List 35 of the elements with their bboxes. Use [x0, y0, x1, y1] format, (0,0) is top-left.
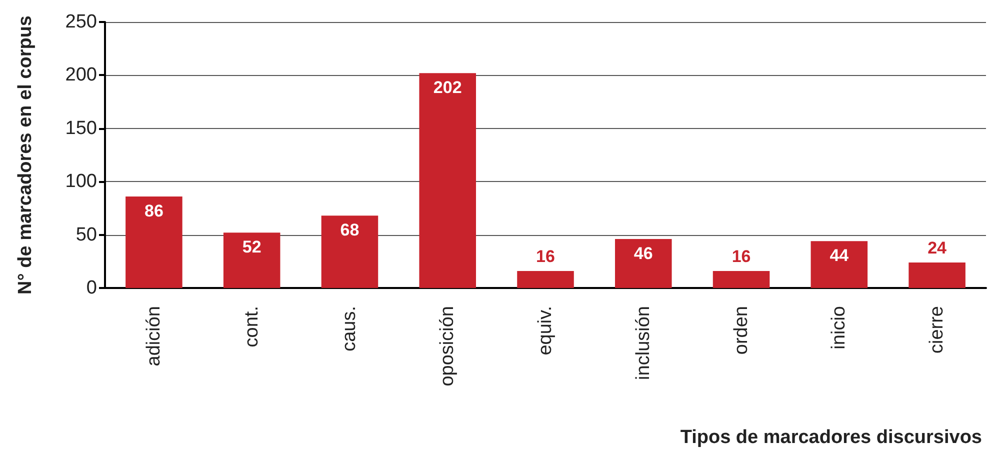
bar	[517, 270, 574, 288]
y-tick-label: 200	[65, 64, 97, 86]
data-label: 86	[144, 201, 164, 220]
x-axis-title: Tipos de marcadores discursivos	[680, 427, 982, 448]
data-label: 16	[732, 246, 751, 266]
bar	[223, 232, 280, 288]
data-label: 52	[242, 238, 262, 257]
x-tick-label: adición	[143, 306, 164, 366]
bar	[321, 216, 378, 288]
y-tick-label: 150	[65, 118, 97, 139]
bar	[810, 241, 868, 288]
x-tick-label: inicio	[828, 306, 850, 350]
y-axis-title: N° de marcadores en el corpus	[15, 16, 36, 294]
bar	[126, 196, 182, 288]
y-tick-label: 0	[86, 278, 97, 298]
bar	[712, 270, 770, 288]
y-tick-label: 250	[65, 12, 97, 32]
bar	[419, 73, 476, 288]
x-tick-label: inclusión	[632, 306, 654, 380]
y-tick-label: 100	[65, 171, 97, 192]
data-label: 46	[634, 244, 653, 264]
x-tick-label: equiv.	[535, 306, 556, 356]
x-tick-label: cierre	[926, 306, 948, 354]
x-tick-label: cont.	[241, 306, 262, 348]
data-label: 16	[536, 246, 555, 266]
x-tick-label: caus.	[339, 306, 360, 352]
y-tick-label: 50	[76, 224, 97, 246]
x-tick-label: oposición	[437, 306, 458, 386]
data-label: 44	[830, 246, 850, 266]
x-tick-label: orden	[730, 306, 752, 355]
bar	[908, 262, 966, 288]
data-label: 68	[340, 220, 360, 240]
data-label: 202	[433, 78, 462, 98]
bar	[615, 239, 672, 288]
data-label: 24	[928, 238, 948, 258]
